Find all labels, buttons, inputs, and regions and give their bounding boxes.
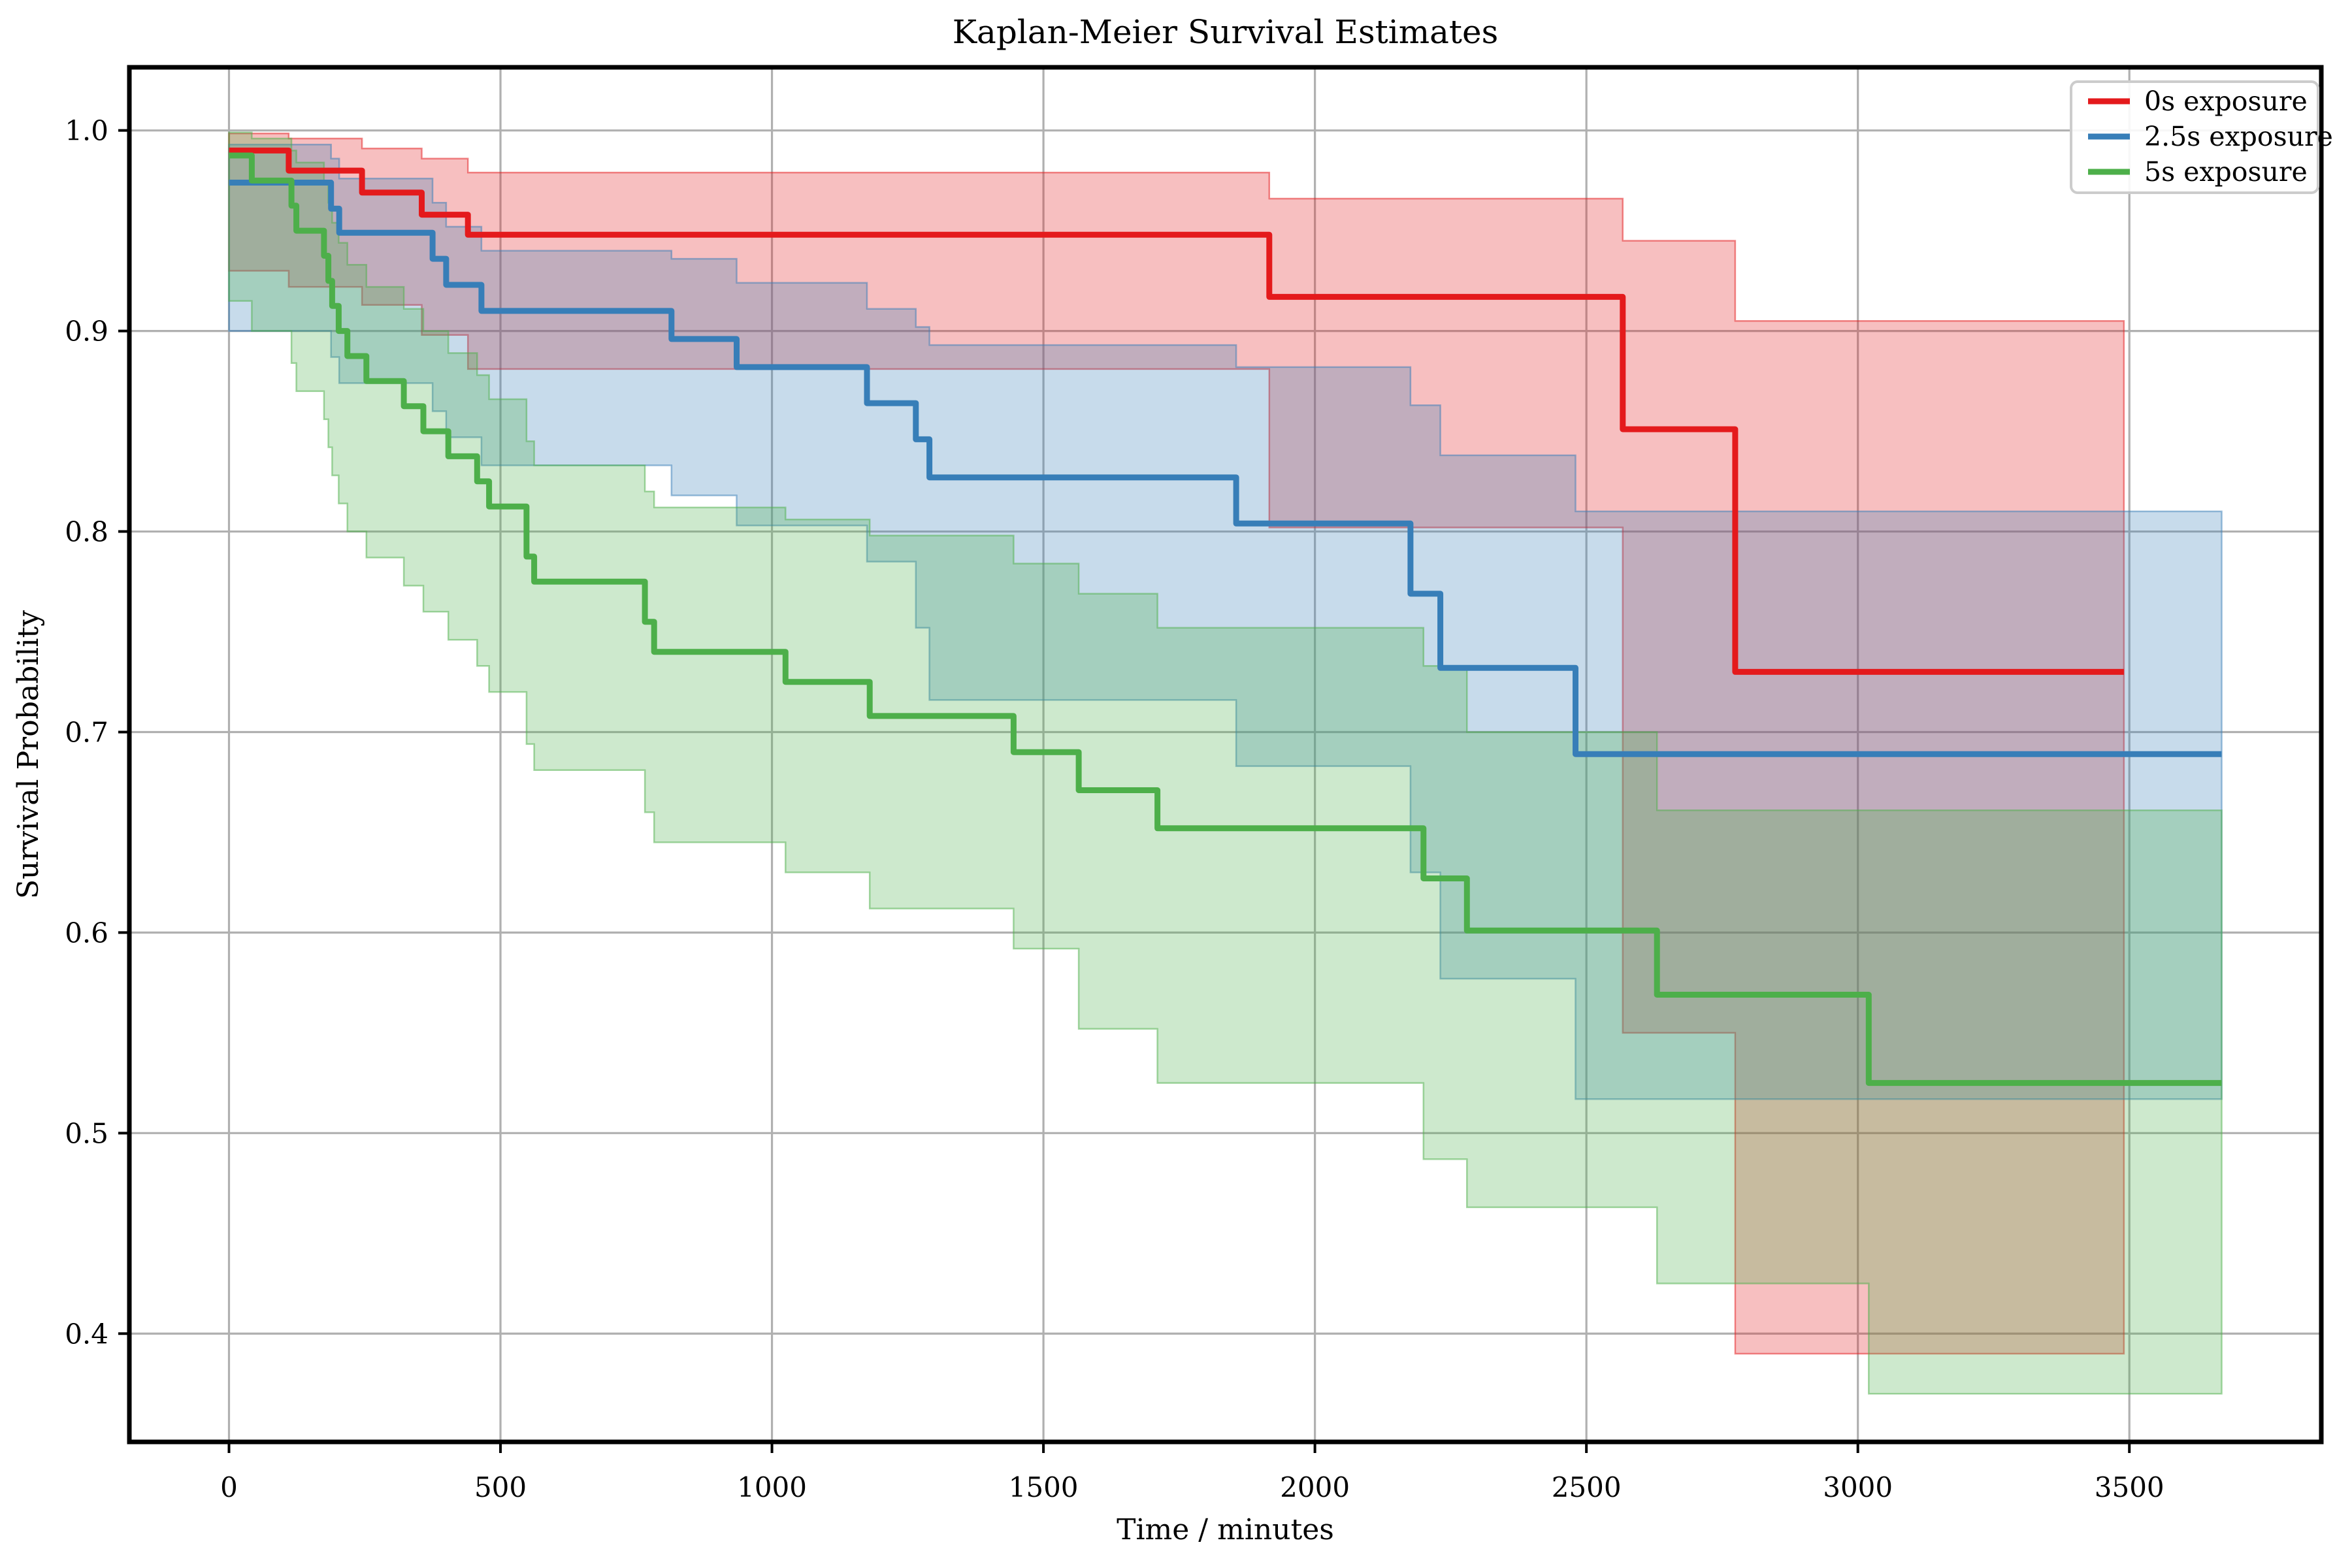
text-layer: Kaplan-Meier Survival Estimates Time / m… <box>12 13 1498 1546</box>
confidence-band-0s-exposure <box>228 133 2125 1355</box>
y-tick-label: 0.9 <box>65 316 108 348</box>
grid-layer <box>129 67 2321 1442</box>
y-tick-label: 0.7 <box>65 716 108 748</box>
survival-curve-0s-exposure <box>229 147 2124 675</box>
survival-curve-5s-exposure <box>229 152 2222 1086</box>
tick-layer: 0 500 1000 1500 2000 2500 3000 3500 0.4 0.5 0.6 0.7… <box>65 115 2164 1503</box>
legend-label-5s-exposure: 5s exposure <box>2144 156 2308 188</box>
y-axis-label: Survival Probability <box>12 610 45 899</box>
y-tick-label: 1.0 <box>65 115 108 147</box>
y-tick-label: 0.4 <box>65 1318 108 1350</box>
x-tick-label: 1000 <box>737 1471 807 1503</box>
legend-box <box>2070 80 2319 194</box>
x-tick-label: 0 <box>220 1471 238 1503</box>
legend-label-0s-exposure: 0s exposure <box>2144 86 2308 117</box>
confidence-bands-layer <box>228 131 2223 1395</box>
y-tick-label: 0.8 <box>65 516 108 548</box>
x-tick-label: 2500 <box>1552 1471 1622 1503</box>
x-tick-label: 2000 <box>1280 1471 1350 1503</box>
x-axis-label: Time / minutes <box>1117 1513 1334 1546</box>
plot-frame <box>127 65 2324 1445</box>
survival-curve-2.5s-exposure <box>229 180 2222 757</box>
survival-curves-layer <box>229 147 2222 1086</box>
x-tick-label: 1500 <box>1009 1471 1079 1503</box>
axes-frame-layer <box>127 65 2324 1445</box>
legend-label-2.5s-exposure: 2.5s exposure <box>2144 121 2333 152</box>
x-tick-label: 3500 <box>2095 1471 2164 1503</box>
legend: 0s exposure 2.5s exposure 5s exposure <box>2070 80 2333 194</box>
chart-title: Kaplan-Meier Survival Estimates <box>953 13 1499 51</box>
y-tick-label: 0.5 <box>65 1117 108 1149</box>
y-tick-label: 0.6 <box>65 917 108 949</box>
confidence-band-5s-exposure <box>228 131 2223 1395</box>
x-tick-label: 3000 <box>1823 1471 1893 1503</box>
x-tick-label: 500 <box>474 1471 527 1503</box>
